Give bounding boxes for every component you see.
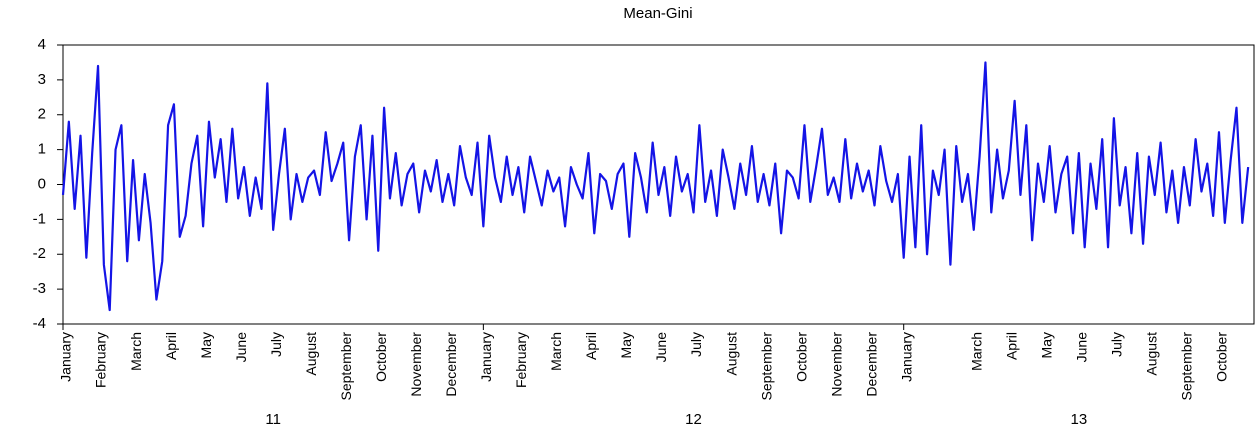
x-tick-label: August	[1144, 332, 1160, 376]
x-tick-label: July	[1109, 332, 1125, 357]
x-tick-label: July	[268, 332, 284, 357]
x-tick-label: September	[758, 332, 774, 401]
x-tick-label: July	[688, 332, 704, 357]
x-tick-label: November	[828, 332, 844, 397]
x-tick-label: March	[968, 332, 984, 371]
x-tick-label: September	[1179, 332, 1195, 401]
y-tick-label: 2	[38, 106, 46, 123]
x-tick-label: January	[898, 332, 914, 382]
x-tick-label: January	[478, 332, 494, 382]
y-tick-label: 3	[38, 71, 46, 88]
x-tick-label: April	[1003, 332, 1019, 360]
x-tick-label: April	[163, 332, 179, 360]
x-tick-label: October	[1214, 332, 1230, 382]
y-tick-label: -1	[33, 210, 46, 227]
x-tick-label: May	[198, 332, 214, 358]
x-tick-label: April	[583, 332, 599, 360]
x-tick-label: June	[1074, 332, 1090, 363]
x-tick-label: February	[93, 332, 109, 388]
x-tick-label: December	[443, 332, 459, 397]
x-tick-label: December	[863, 332, 879, 397]
x-tick-label: January	[58, 332, 74, 382]
x-tick-label: October	[373, 332, 389, 382]
y-tick-label: 4	[38, 36, 46, 53]
x-tick-label: May	[1039, 332, 1055, 358]
y-tick-label: -3	[33, 280, 46, 297]
y-tick-label: -4	[33, 315, 46, 332]
group-label: 12	[685, 411, 702, 428]
x-tick-label: June	[233, 332, 249, 363]
x-tick-label: August	[303, 332, 319, 376]
y-tick-label: 0	[38, 175, 46, 192]
x-tick-label: February	[513, 332, 529, 388]
y-tick-label: 1	[38, 141, 46, 158]
x-tick-label: June	[653, 332, 669, 363]
group-label: 11	[265, 411, 281, 428]
x-tick-label: March	[548, 332, 564, 371]
x-tick-label: May	[618, 332, 634, 358]
series-line	[61, 61, 1250, 312]
x-tick-label: March	[128, 332, 144, 371]
y-tick-label: -2	[33, 245, 46, 262]
x-tick-label: November	[408, 332, 424, 397]
group-label: 13	[1071, 411, 1088, 428]
x-tick-label: August	[723, 332, 739, 376]
chart-title: Mean-Gini	[623, 5, 692, 22]
x-tick-label: September	[338, 332, 354, 401]
x-tick-label: October	[793, 332, 809, 382]
